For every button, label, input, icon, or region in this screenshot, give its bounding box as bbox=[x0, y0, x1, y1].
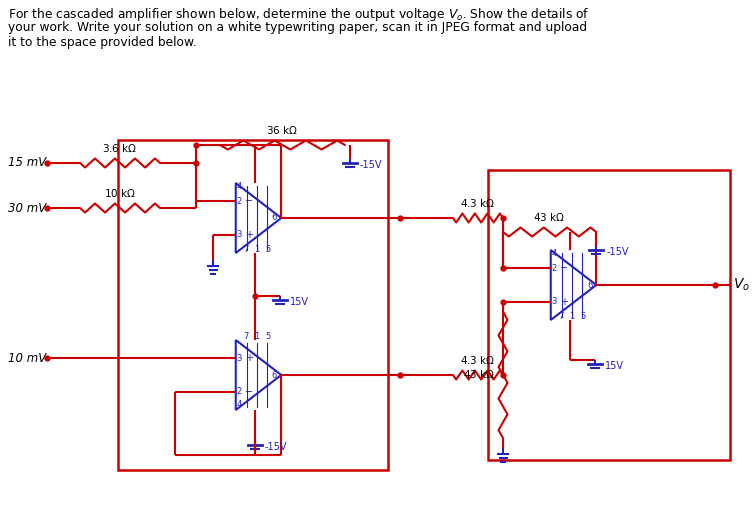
Text: 2: 2 bbox=[552, 264, 557, 273]
Text: -15V: -15V bbox=[606, 247, 629, 257]
Text: 3.6 k$\Omega$: 3.6 k$\Omega$ bbox=[102, 142, 138, 154]
Text: 1: 1 bbox=[254, 245, 259, 254]
Text: your work. Write your solution on a white typewriting paper, scan it in JPEG for: your work. Write your solution on a whit… bbox=[8, 21, 587, 34]
Text: $V_o$: $V_o$ bbox=[733, 277, 750, 293]
Text: 2: 2 bbox=[237, 197, 242, 206]
Text: +: + bbox=[559, 297, 568, 307]
Text: 15V: 15V bbox=[290, 297, 309, 307]
Text: 2: 2 bbox=[237, 387, 242, 396]
Text: 7: 7 bbox=[243, 245, 248, 254]
Text: 36 k$\Omega$: 36 k$\Omega$ bbox=[266, 124, 298, 136]
Text: 6: 6 bbox=[587, 281, 593, 289]
Text: 6: 6 bbox=[272, 371, 277, 379]
Text: +: + bbox=[244, 230, 253, 240]
Text: 4.3 k$\Omega$: 4.3 k$\Omega$ bbox=[460, 354, 496, 366]
Text: 4: 4 bbox=[552, 249, 557, 258]
Text: -15V: -15V bbox=[265, 442, 287, 452]
Text: 4.3 k$\Omega$: 4.3 k$\Omega$ bbox=[460, 197, 496, 209]
Text: 4: 4 bbox=[237, 400, 242, 409]
Text: 3: 3 bbox=[237, 230, 242, 239]
Text: 7: 7 bbox=[558, 312, 563, 321]
Text: −: − bbox=[244, 196, 253, 206]
Text: it to the space provided below.: it to the space provided below. bbox=[8, 36, 197, 49]
Text: 5: 5 bbox=[265, 332, 270, 341]
Text: 1: 1 bbox=[254, 332, 259, 341]
Text: 30 mV: 30 mV bbox=[8, 202, 47, 215]
Text: 15 mV: 15 mV bbox=[8, 157, 47, 169]
Text: 5: 5 bbox=[265, 245, 270, 254]
Text: +: + bbox=[244, 353, 253, 363]
Bar bbox=[488, 170, 730, 460]
Text: 1: 1 bbox=[569, 312, 575, 321]
Text: 10 k$\Omega$: 10 k$\Omega$ bbox=[104, 187, 136, 199]
Bar bbox=[118, 140, 388, 470]
Text: 7: 7 bbox=[243, 332, 248, 341]
Text: −: − bbox=[559, 263, 568, 273]
Text: 43 k$\Omega$: 43 k$\Omega$ bbox=[533, 211, 565, 223]
Text: 3: 3 bbox=[552, 297, 557, 306]
Text: 15V: 15V bbox=[605, 361, 624, 371]
Text: 4: 4 bbox=[237, 182, 242, 191]
Text: 43 k$\Omega$: 43 k$\Omega$ bbox=[463, 368, 495, 380]
Text: 10 mV: 10 mV bbox=[8, 352, 47, 365]
Text: 3: 3 bbox=[237, 354, 242, 362]
Text: 6: 6 bbox=[272, 214, 277, 223]
Text: 5: 5 bbox=[580, 312, 585, 321]
Text: -15V: -15V bbox=[360, 160, 383, 170]
Text: For the cascaded amplifier shown below, determine the output voltage $V_o$. Show: For the cascaded amplifier shown below, … bbox=[8, 6, 590, 23]
Text: −: − bbox=[244, 387, 253, 397]
